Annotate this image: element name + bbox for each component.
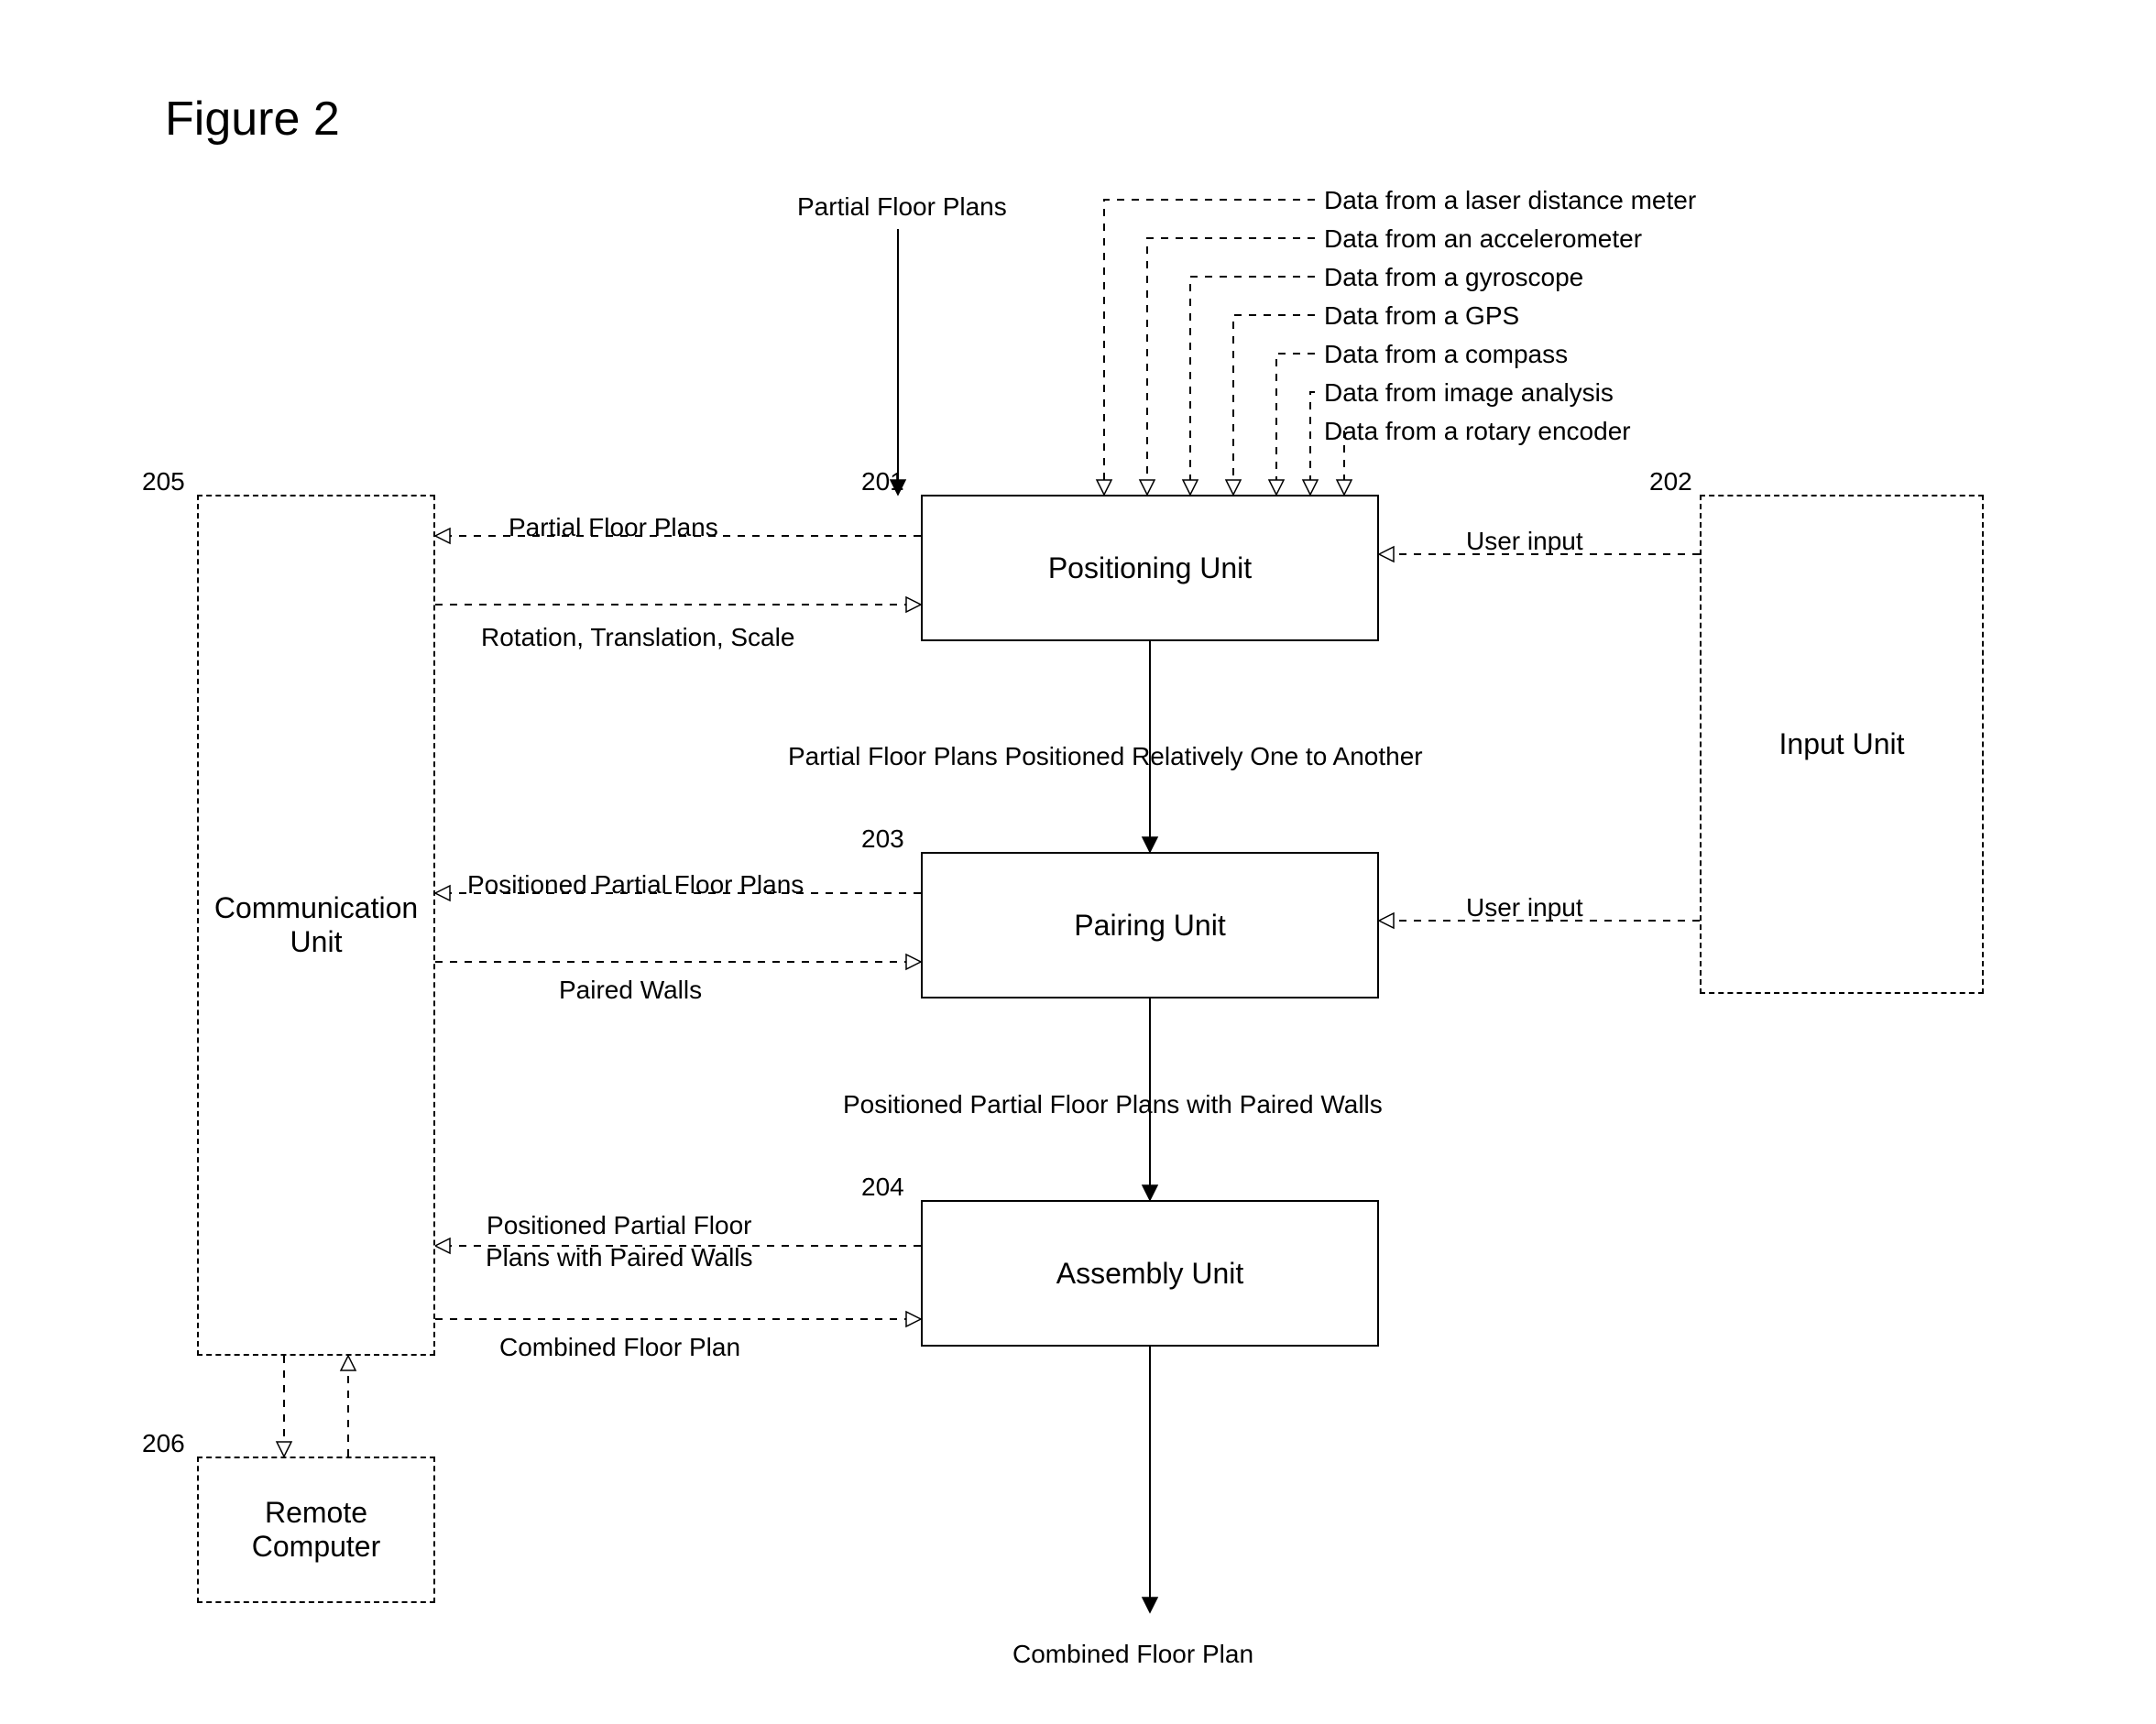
- pairing-ref: 203: [861, 824, 904, 854]
- positioning-ref: 201: [861, 467, 904, 496]
- sensor-6-label: Data from a rotary encoder: [1324, 417, 1631, 446]
- edge-comm_to_pair-label: Paired Walls: [559, 976, 702, 1005]
- positioning-box: Positioning Unit: [921, 495, 1379, 641]
- comm-label: Communication Unit: [214, 891, 418, 959]
- edge-pair_to_comm-label: Positioned Partial Floor Plans: [467, 870, 804, 900]
- edge-pair_to_asm-label: Positioned Partial Floor Plans with Pair…: [843, 1090, 1383, 1119]
- input-ref: 202: [1649, 467, 1692, 496]
- edge-comm_to_pos-label: Rotation, Translation, Scale: [481, 623, 794, 652]
- figure-title: Figure 2: [165, 92, 340, 147]
- comm-ref: 205: [142, 467, 185, 496]
- edge-comm_to_asm-label: Combined Floor Plan: [499, 1333, 740, 1362]
- diagram-canvas: Figure 2 Positioning Unit 201 Pairing Unit…: [0, 0, 2156, 1724]
- edge-pfp_in-label: Partial Floor Plans: [797, 192, 1007, 222]
- positioning-label: Positioning Unit: [1048, 551, 1252, 585]
- assembly-box: Assembly Unit: [921, 1200, 1379, 1347]
- input-box: Input Unit: [1700, 495, 1984, 994]
- sensor-1-label: Data from an accelerometer: [1324, 224, 1642, 254]
- sensor-4-label: Data from a compass: [1324, 340, 1568, 369]
- pairing-box: Pairing Unit: [921, 852, 1379, 998]
- sensor-0-label: Data from a laser distance meter: [1324, 186, 1696, 215]
- edge-asm_to_comm-label: Positioned Partial Floor Plans with Pair…: [486, 1209, 753, 1273]
- remote-ref: 206: [142, 1429, 185, 1458]
- sensor-2-label: Data from a gyroscope: [1324, 263, 1583, 292]
- edge-input_to_pair-label: User input: [1466, 893, 1583, 922]
- edge-pos_to_pair-label: Partial Floor Plans Positioned Relativel…: [788, 742, 1423, 771]
- assembly-ref: 204: [861, 1173, 904, 1202]
- edge-asm_out-label: Combined Floor Plan: [1012, 1640, 1253, 1669]
- edge-pos_to_comm-label: Partial Floor Plans: [509, 513, 718, 542]
- pairing-label: Pairing Unit: [1074, 909, 1225, 943]
- comm-box: Communication Unit: [197, 495, 435, 1356]
- remote-label: Remote Computer: [252, 1496, 381, 1564]
- input-label: Input Unit: [1779, 727, 1905, 761]
- assembly-label: Assembly Unit: [1056, 1257, 1244, 1291]
- sensor-5-label: Data from image analysis: [1324, 378, 1614, 408]
- remote-box: Remote Computer: [197, 1457, 435, 1603]
- sensor-3-label: Data from a GPS: [1324, 301, 1519, 331]
- edge-input_to_pos-label: User input: [1466, 527, 1583, 556]
